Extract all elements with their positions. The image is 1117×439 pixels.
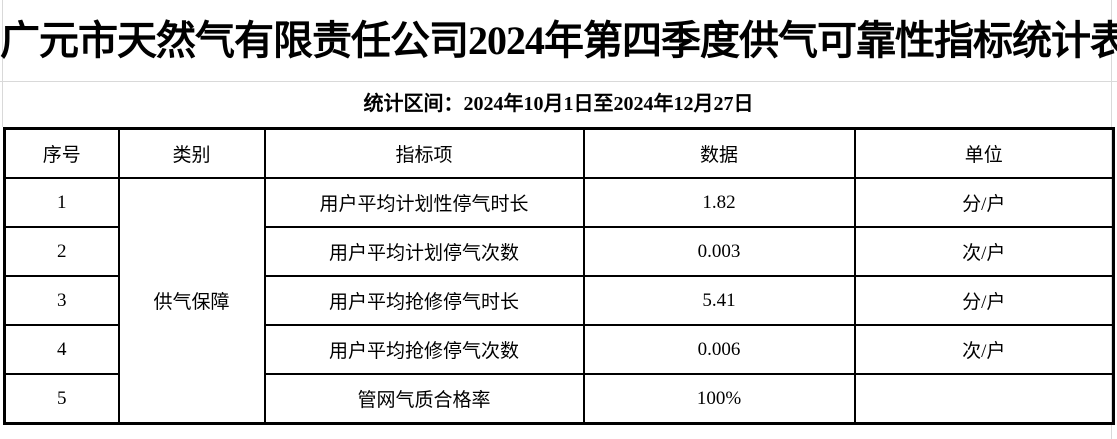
table-row: 1 供气保障 用户平均计划性停气时长 1.82 分/户 [3, 177, 1115, 425]
gridline-vertical-left [2, 0, 3, 127]
unit-cell: 次/户 [853, 226, 1115, 277]
table-row: 3 用户平均抢修停气时长 5.41 分/户 [3, 275, 1115, 326]
table-header-row: 序号 类别 指标项 数据 单位 [3, 127, 1115, 179]
value-cell: 0.003 [582, 226, 856, 277]
indicator-cell: 用户平均计划停气次数 [263, 226, 585, 277]
value-cell: 5.41 [582, 275, 856, 326]
value-cell: 0.006 [582, 324, 856, 375]
value-cell: 1.82 [582, 177, 856, 228]
unit-cell: 分/户 [853, 177, 1115, 228]
indicator-cell: 用户平均计划性停气时长 [263, 177, 585, 228]
value-cell: 100% [582, 373, 856, 425]
column-header-unit: 单位 [853, 127, 1115, 179]
unit-cell: 分/户 [853, 275, 1115, 326]
unit-cell [853, 373, 1115, 425]
indicator-cell: 用户平均抢修停气次数 [263, 324, 585, 375]
table-row: 5 管网气质合格率 100% [3, 373, 1115, 425]
column-header-category: 类别 [117, 127, 266, 179]
page-title: 广元市天然气有限责任公司2024年第四季度供气可靠性指标统计表 [0, 18, 1117, 63]
category-cell: 供气保障 [117, 177, 266, 425]
gridline-horizontal [0, 81, 1117, 82]
row-number-cell: 2 [3, 226, 120, 277]
column-header-no: 序号 [3, 127, 120, 179]
row-number-cell: 3 [3, 275, 120, 326]
indicator-cell: 用户平均抢修停气时长 [263, 275, 585, 326]
row-number-cell: 1 [3, 177, 120, 228]
row-number-cell: 4 [3, 324, 120, 375]
row-number-cell: 5 [3, 373, 120, 425]
table-row: 2 用户平均计划停气次数 0.003 次/户 [3, 226, 1115, 277]
indicator-cell: 管网气质合格率 [263, 373, 585, 425]
statistics-period: 统计区间：2024年10月1日至2024年12月27日 [363, 93, 754, 115]
unit-cell: 次/户 [853, 324, 1115, 375]
table-row: 4 用户平均抢修停气次数 0.006 次/户 [3, 324, 1115, 375]
reliability-statistics-table: 序号 类别 指标项 数据 单位 1 供气保障 用户平均计划性停气时长 1.82 … [3, 127, 1115, 425]
column-header-value: 数据 [582, 127, 856, 179]
column-header-indicator: 指标项 [263, 127, 585, 179]
